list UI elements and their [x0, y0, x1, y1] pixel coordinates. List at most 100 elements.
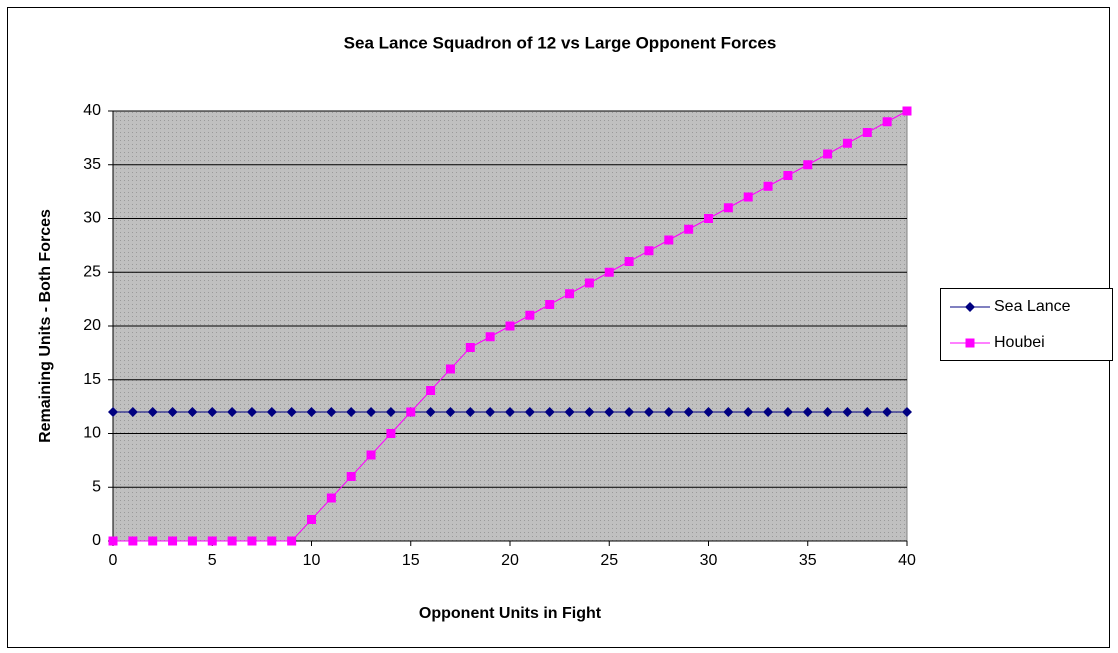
- data-point: [604, 407, 615, 417]
- y-tick-label: 20: [83, 317, 101, 334]
- legend-label: Houbei: [994, 334, 1045, 351]
- y-tick-label: 40: [83, 102, 101, 119]
- data-point: [187, 536, 197, 546]
- data-point: [842, 138, 852, 148]
- data-point: [822, 407, 833, 417]
- legend-label: Sea Lance: [994, 298, 1071, 315]
- data-point: [485, 332, 495, 342]
- data-point: [445, 364, 455, 374]
- data-point: [167, 407, 178, 417]
- data-point: [842, 407, 853, 417]
- y-tick-label: 0: [92, 532, 101, 549]
- x-axis-label: Opponent Units in Fight: [419, 605, 602, 622]
- y-tick-label: 35: [83, 156, 101, 173]
- data-point: [763, 181, 773, 191]
- data-point: [783, 171, 793, 180]
- data-point: [624, 407, 635, 417]
- data-point: [465, 407, 476, 417]
- data-point: [683, 407, 694, 417]
- y-tick-label: 10: [83, 425, 101, 442]
- data-point: [882, 407, 893, 417]
- data-point: [823, 149, 833, 159]
- data-point: [902, 106, 912, 116]
- x-tick-label: 25: [600, 552, 618, 569]
- data-point: [187, 407, 198, 417]
- data-point: [704, 214, 713, 223]
- data-point: [505, 321, 515, 331]
- data-point: [882, 117, 892, 127]
- y-tick-label: 15: [83, 371, 101, 388]
- data-point: [465, 343, 475, 352]
- data-point: [267, 536, 277, 546]
- data-point: [565, 289, 575, 299]
- data-point: [426, 386, 436, 395]
- data-point: [564, 407, 575, 417]
- legend-marker: [965, 338, 975, 348]
- data-point: [326, 407, 337, 417]
- legend-marker: [965, 302, 975, 312]
- x-tick-label: 5: [208, 552, 217, 569]
- data-point: [723, 203, 733, 213]
- x-tick-label: 15: [402, 552, 420, 569]
- data-point: [763, 407, 774, 417]
- data-point: [624, 257, 634, 266]
- data-point: [803, 160, 813, 170]
- data-point: [406, 407, 416, 417]
- data-point: [386, 429, 396, 438]
- chart-title: Sea Lance Squadron of 12 vs Large Oppone…: [344, 33, 777, 52]
- data-point: [148, 536, 158, 546]
- data-point: [723, 407, 734, 417]
- data-point: [743, 407, 754, 417]
- data-point: [524, 407, 535, 417]
- data-point: [385, 407, 396, 417]
- x-tick-label: 0: [109, 552, 118, 569]
- data-point: [326, 493, 336, 503]
- legend: [940, 288, 1113, 361]
- data-point: [168, 536, 178, 546]
- data-point: [227, 407, 238, 417]
- data-point: [644, 246, 654, 256]
- data-point: [505, 407, 515, 417]
- data-point: [247, 536, 257, 546]
- data-point: [684, 224, 694, 234]
- data-point: [306, 407, 317, 417]
- x-tick-label: 40: [898, 552, 916, 569]
- data-point: [664, 235, 674, 245]
- data-point: [207, 407, 218, 417]
- data-point: [862, 407, 873, 417]
- y-tick-label: 25: [83, 263, 101, 280]
- data-point: [485, 407, 496, 417]
- data-point: [544, 407, 555, 417]
- y-tick-label: 30: [83, 210, 101, 227]
- data-point: [266, 407, 277, 417]
- data-point: [525, 310, 535, 320]
- data-point: [147, 407, 158, 417]
- data-point: [862, 128, 872, 137]
- x-tick-label: 20: [501, 552, 519, 569]
- data-point: [445, 407, 456, 417]
- y-axis-label: Remaining Units - Both Forces: [37, 209, 54, 443]
- data-point: [425, 407, 436, 417]
- data-point: [227, 536, 237, 546]
- data-point: [782, 407, 793, 417]
- y-tick-label: 5: [92, 478, 101, 495]
- data-point: [346, 472, 356, 481]
- data-point: [643, 407, 654, 417]
- data-point: [108, 407, 118, 417]
- x-tick-label: 35: [799, 552, 817, 569]
- data-point: [584, 278, 594, 288]
- x-tick-label: 10: [303, 552, 321, 569]
- data-point: [207, 536, 217, 546]
- data-point: [802, 407, 813, 417]
- data-point: [286, 407, 297, 417]
- data-point: [366, 450, 376, 460]
- data-point: [128, 536, 138, 546]
- data-point: [108, 536, 118, 546]
- data-point: [743, 192, 753, 202]
- data-point: [545, 300, 555, 309]
- data-point: [127, 407, 138, 417]
- data-point: [307, 515, 316, 524]
- data-point: [663, 407, 674, 417]
- data-point: [604, 267, 614, 277]
